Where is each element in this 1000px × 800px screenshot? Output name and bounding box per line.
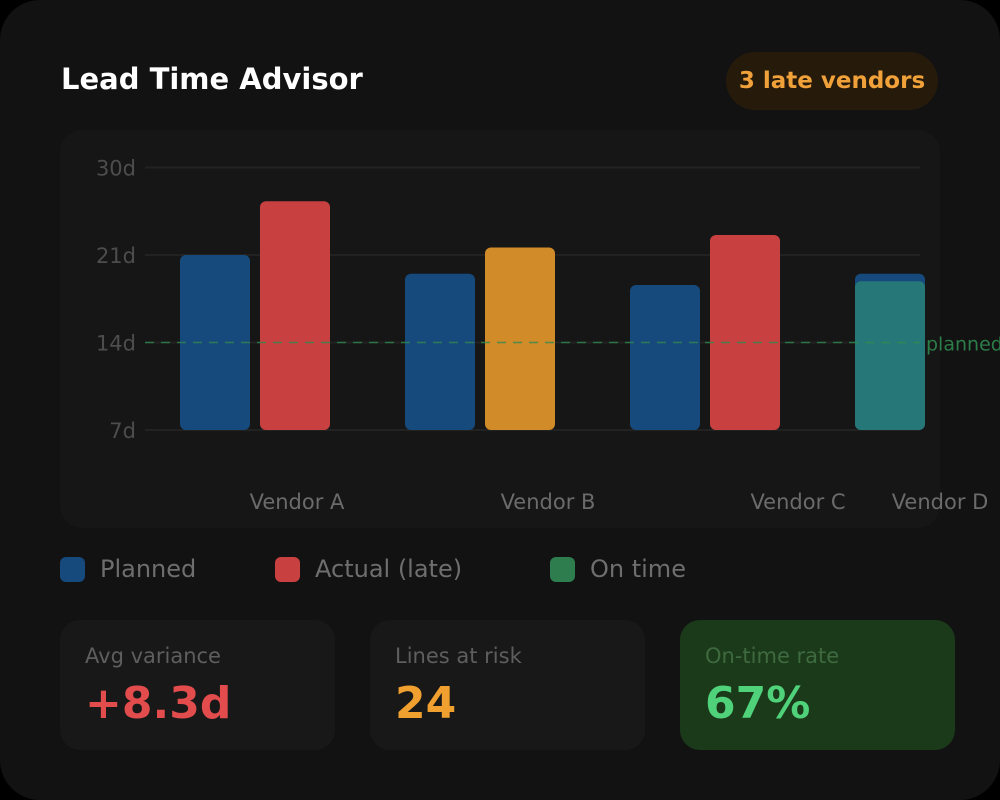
legend-swatch-on-time [550, 556, 575, 582]
x-tick-label: Vendor C [750, 490, 845, 514]
y-tick-label: 30d [96, 157, 136, 181]
late-vendors-badge[interactable]: 3 late vendors [726, 52, 938, 110]
stat-card-lines-at-risk: Lines at risk 24 [370, 620, 645, 750]
x-tick-label: Vendor B [501, 490, 596, 514]
bar-planned [405, 273, 475, 430]
stat-label-lines-at-risk: Lines at risk [395, 644, 522, 668]
legend-label-planned: Planned [100, 555, 197, 583]
stat-card-avg-variance: Avg variance +8.3d [60, 620, 335, 750]
legend-label-on-time: On time [590, 555, 686, 583]
stat-value-lines-at-risk: 24 [395, 678, 457, 729]
legend-swatch-planned [60, 556, 85, 582]
reference-line-label: planned [926, 334, 1000, 356]
bar-actual-late [710, 235, 780, 430]
stat-label-on-time-rate: On-time rate [705, 644, 840, 668]
bar-planned [630, 285, 700, 430]
stat-label-avg-variance: Avg variance [85, 644, 221, 668]
legend-label-actual-late: Actual (late) [315, 555, 463, 583]
y-tick-label: 7d [109, 419, 136, 443]
y-tick-label: 14d [96, 332, 136, 356]
stat-card-on-time-rate: On-time rate 67% [680, 620, 955, 750]
legend-item-actual-late: Actual (late) [275, 555, 463, 583]
legend-item-planned: Planned [60, 555, 197, 583]
x-tick-label: Vendor D [892, 490, 989, 514]
bar-actual-late [260, 201, 330, 430]
bar-actual-late [485, 247, 555, 430]
bar-actual-on-time [855, 281, 925, 430]
legend-item-on-time: On time [550, 555, 686, 583]
stat-value-on-time-rate: 67% [705, 678, 811, 729]
page-title: Lead Time Advisor [61, 62, 363, 96]
chart-panel: 7d 14d 21d 30d planned Vendor A Vendor B Vendor… [60, 130, 1000, 528]
x-tick-label: Vendor A [250, 490, 345, 514]
stat-value-avg-variance: +8.3d [85, 678, 232, 729]
legend-swatch-actual-late [275, 556, 300, 582]
y-tick-label: 21d [96, 244, 136, 268]
lead-time-bar-chart: 7d 14d 21d 30d planned Vendor A Vendor B Vendor… [96, 157, 1000, 515]
